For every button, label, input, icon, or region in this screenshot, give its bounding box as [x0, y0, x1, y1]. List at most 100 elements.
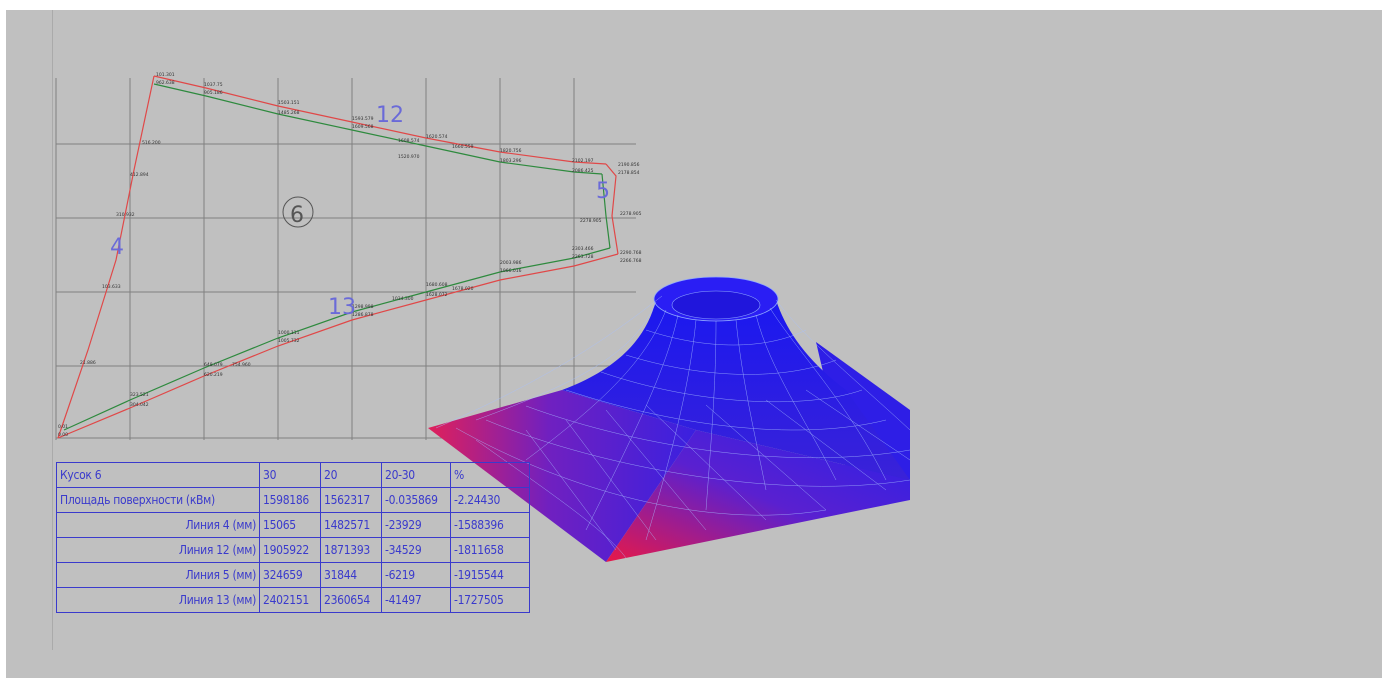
svg-text:2290.768: 2290.768: [620, 250, 642, 256]
svg-text:0.00: 0.00: [58, 432, 68, 438]
svg-text:1298.998: 1298.998: [352, 304, 374, 310]
table-cell: 2360654: [320, 587, 382, 613]
svg-text:1000.111: 1000.111: [278, 330, 300, 336]
table-header-row: Кусок 6 30 20 20-30 %: [56, 462, 530, 488]
svg-text:2303.466: 2303.466: [572, 246, 594, 252]
pattern-outline: [57, 75, 619, 439]
svg-text:1037.75: 1037.75: [204, 82, 223, 88]
measurement-table: Кусок 6 30 20 20-30 % Площадь поверхност…: [56, 462, 530, 613]
line-4: [57, 75, 155, 439]
svg-text:2003.986: 2003.986: [500, 260, 522, 266]
row-label: Площадь поверхности (кВм): [56, 487, 260, 513]
table-cell: 1598186: [259, 487, 321, 513]
svg-text:310.932: 310.932: [116, 212, 135, 218]
row-label: Линия 5 (мм): [56, 562, 260, 588]
line-12-red: [153, 75, 607, 165]
svg-text:1034.300: 1034.300: [392, 296, 414, 302]
piece-labels: 6 4 12 5 13: [110, 103, 610, 320]
svg-text:1820.756: 1820.756: [500, 148, 522, 154]
svg-text:0.01: 0.01: [58, 424, 68, 430]
svg-text:620.219: 620.219: [204, 372, 223, 378]
table-cell: -1727505: [450, 587, 530, 613]
svg-text:1966.016: 1966.016: [500, 268, 522, 274]
table-row: Линия 13 (мм) 2402151 2360654 -41497 -17…: [56, 587, 530, 613]
table-cell: -23929: [381, 512, 451, 538]
svg-text:962.638: 962.638: [156, 80, 175, 86]
dimension-labels: 101.301 962.638 1037.75 905.186 1503.151 14…: [58, 72, 642, 438]
line-5-green: [601, 173, 611, 249]
table-cell: -1588396: [450, 512, 530, 538]
svg-text:1286.878: 1286.878: [352, 312, 374, 318]
line-label-4: 4: [110, 235, 124, 260]
grid: [55, 78, 636, 440]
line-label-5: 5: [596, 179, 610, 204]
table-row: Площадь поверхности (кВм) 1598186 156231…: [56, 487, 530, 513]
svg-text:1678.020: 1678.020: [452, 286, 474, 292]
table-cell: 15065: [259, 512, 321, 538]
table-cell: 31844: [320, 562, 382, 588]
svg-text:2086.425: 2086.425: [572, 168, 594, 174]
svg-text:412.894: 412.894: [130, 172, 149, 178]
line-12-green: [153, 83, 603, 175]
svg-text:754.960: 754.960: [232, 362, 251, 368]
table-row: Линия 4 (мм) 15065 1482571 -23929 -15883…: [56, 512, 530, 538]
svg-text:304.042: 304.042: [130, 402, 149, 408]
table-cell: 1482571: [320, 512, 382, 538]
table-cell: 1562317: [320, 487, 382, 513]
table-cell: -2.24430: [450, 487, 530, 513]
svg-text:2102.197: 2102.197: [572, 158, 594, 164]
table-header-cell: 20-30: [381, 462, 451, 488]
svg-text:1628.072: 1628.072: [426, 292, 448, 298]
table-cell: 2402151: [259, 587, 321, 613]
tent-mesh-3d: [428, 276, 911, 562]
svg-text:1609.568: 1609.568: [352, 124, 374, 130]
svg-text:2190.856: 2190.856: [618, 162, 640, 168]
table-cell: -41497: [381, 587, 451, 613]
table-header-cell: 20: [320, 462, 382, 488]
table-header-cell: %: [450, 462, 530, 488]
table-cell: -1915544: [450, 562, 530, 588]
svg-text:1680.608: 1680.608: [426, 282, 448, 288]
line-13-red: [57, 253, 619, 439]
svg-text:21.886: 21.886: [80, 360, 96, 366]
line-5-red: [605, 163, 619, 255]
svg-text:1803.296: 1803.296: [500, 158, 522, 164]
svg-text:905.186: 905.186: [204, 90, 223, 96]
table-row: Линия 12 (мм) 1905922 1871393 -34529 -18…: [56, 537, 530, 563]
table-cell: -0.035869: [381, 487, 451, 513]
svg-text:516.200: 516.200: [142, 140, 161, 146]
piece-circle: [282, 196, 314, 228]
svg-text:2278.905: 2278.905: [620, 211, 642, 217]
svg-text:2266.768: 2266.768: [620, 258, 642, 264]
svg-text:1485.268: 1485.268: [278, 110, 300, 116]
pattern-drawing: 101.301 962.638 1037.75 905.186 1503.151 14…: [55, 72, 911, 562]
table-cell: 1905922: [259, 537, 321, 563]
svg-text:1660.559: 1660.559: [452, 144, 474, 150]
piece-number: 6: [290, 203, 304, 228]
table-cell: 1871393: [320, 537, 382, 563]
table-cell: -1811658: [450, 537, 530, 563]
svg-text:101.301: 101.301: [156, 72, 175, 78]
viewport-border: [52, 10, 53, 650]
svg-text:648.079: 648.079: [204, 362, 223, 368]
table-row: Линия 5 (мм) 324659 31844 -6219 -1915544: [56, 562, 530, 588]
table-cell: 324659: [259, 562, 321, 588]
svg-text:1503.151: 1503.151: [278, 100, 300, 106]
line-label-12: 12: [376, 103, 404, 128]
row-label: Линия 13 (мм): [56, 587, 260, 613]
svg-text:1520.970: 1520.970: [398, 154, 420, 160]
drawing-canvas: 101.301 962.638 1037.75 905.186 1503.151 14…: [6, 10, 1382, 678]
table-cell: -6219: [381, 562, 451, 588]
svg-text:323.521: 323.521: [130, 392, 149, 398]
svg-text:1005.732: 1005.732: [278, 338, 300, 344]
line-label-13: 13: [328, 295, 356, 320]
svg-text:2263.728: 2263.728: [572, 254, 594, 260]
line-13-green: [63, 247, 611, 431]
svg-text:103.633: 103.633: [102, 284, 121, 290]
svg-text:2178.854: 2178.854: [618, 170, 640, 176]
table-header-cell: Кусок 6: [56, 462, 260, 488]
row-label: Линия 12 (мм): [56, 537, 260, 563]
table-cell: -34529: [381, 537, 451, 563]
svg-text:2278.905: 2278.905: [580, 218, 602, 224]
table-header-cell: 30: [259, 462, 321, 488]
